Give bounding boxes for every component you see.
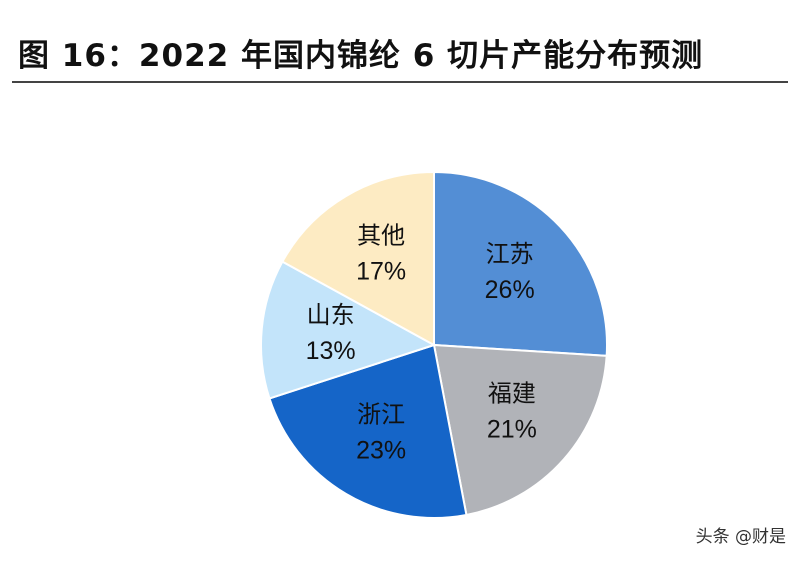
slice-value-zhejiang: 23%: [356, 436, 406, 464]
pie-slice-other: [281, 170, 435, 347]
watermark-text: 头条 @财是: [695, 527, 786, 547]
pie-slices: [260, 170, 608, 519]
pie-slice-zhejiang: [268, 343, 468, 519]
slice-label-zhejiang: 浙江: [357, 400, 405, 428]
chart-title: 图 16：2022 年国内锦纶 6 切片产能分布预测: [18, 38, 704, 74]
slice-label-fujian: 福建: [488, 380, 536, 408]
slice-label-other: 其他: [357, 222, 405, 250]
pie-slice-jiangsu: [433, 170, 608, 357]
slice-value-fujian: 21%: [487, 416, 537, 444]
slice-value-other: 17%: [356, 258, 406, 286]
title-divider: [12, 81, 788, 83]
pie-slice-fujian: [432, 343, 608, 517]
slice-value-jiangsu: 26%: [485, 276, 535, 304]
pie-slice-shandong: [260, 260, 437, 400]
slice-value-shandong: 13%: [306, 337, 356, 365]
pie-labels: 江苏 26% 福建 21% 浙江 23% 山东 13% 其他 17%: [306, 222, 537, 465]
slice-label-shandong: 山东: [307, 301, 355, 329]
slice-label-jiangsu: 江苏: [486, 240, 534, 268]
